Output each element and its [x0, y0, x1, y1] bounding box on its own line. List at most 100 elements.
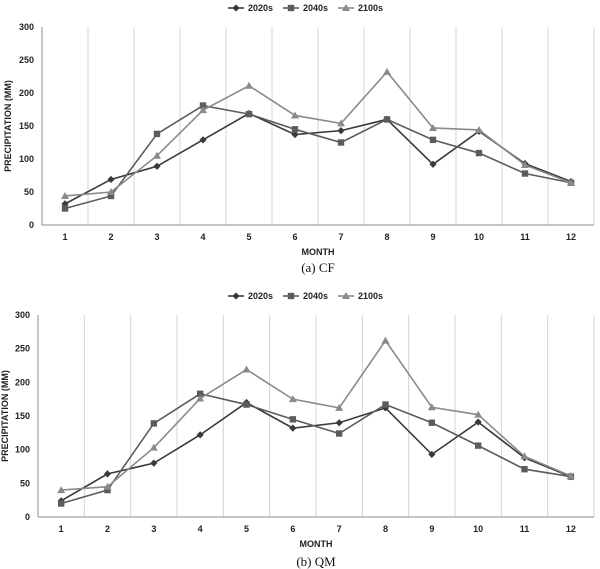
- data-point: [57, 500, 65, 507]
- y-tick-label: 250: [19, 55, 34, 65]
- data-point: [153, 130, 161, 138]
- panel-caption: (a) CF: [301, 260, 335, 275]
- y-tick-label: 200: [15, 377, 30, 387]
- series-line-2020s: [60, 401, 572, 502]
- y-tick-label: 0: [29, 220, 34, 230]
- legend-label: 2020s: [248, 291, 273, 301]
- x-tick-label: 12: [566, 232, 576, 242]
- panel-caption: (b) QM: [296, 554, 336, 569]
- y-tick-label: 100: [19, 154, 34, 164]
- data-point: [381, 336, 390, 344]
- x-tick-label: 5: [246, 232, 251, 242]
- x-tick-label: 11: [520, 524, 530, 534]
- data-point: [383, 116, 391, 123]
- data-point: [429, 136, 437, 144]
- data-point: [474, 418, 482, 426]
- x-tick-label: 8: [384, 232, 389, 242]
- legend: 2020s 2040s 2100s: [228, 291, 383, 301]
- data-point: [382, 401, 389, 408]
- y-tick-label: 50: [24, 187, 34, 197]
- x-tick-label: 4: [198, 524, 203, 534]
- data-point: [429, 160, 437, 168]
- data-point: [335, 430, 343, 437]
- data-point: [337, 127, 345, 135]
- x-tick-label: 2: [105, 524, 110, 534]
- data-point: [61, 205, 69, 212]
- data-point: [149, 443, 158, 451]
- y-tick-label: 100: [15, 445, 30, 455]
- series-group: [61, 67, 575, 212]
- y-tick-label: 150: [15, 411, 30, 421]
- x-axis-label: MONTH: [300, 539, 333, 549]
- x-tick-label: 1: [62, 232, 67, 242]
- vertical-gridlines: [83, 315, 595, 517]
- x-tick-label: 7: [338, 232, 343, 242]
- data-point: [335, 403, 344, 411]
- data-point: [150, 459, 158, 467]
- y-tick-label: 150: [19, 121, 34, 131]
- x-tick-label: 8: [383, 524, 388, 534]
- data-point: [196, 394, 205, 402]
- legend: 2020s 2040s 2100s: [228, 3, 383, 13]
- series-line-2040s: [60, 392, 571, 505]
- legend-marker: [287, 292, 295, 300]
- data-point: [288, 395, 297, 403]
- data-point: [153, 162, 161, 170]
- data-point: [150, 420, 158, 427]
- legend-label: 2040s: [303, 3, 328, 13]
- data-point: [291, 126, 299, 133]
- data-point: [520, 452, 529, 460]
- x-tick-label: 3: [151, 524, 156, 534]
- series-group: [57, 336, 575, 507]
- data-point: [104, 486, 111, 494]
- x-tick-label: 4: [200, 232, 205, 242]
- data-point: [196, 431, 204, 439]
- x-tick-label: 9: [429, 524, 434, 534]
- y-tick-label: 50: [20, 478, 30, 488]
- data-point: [61, 191, 69, 199]
- legend-marker: [232, 292, 240, 300]
- data-point: [291, 111, 299, 119]
- data-point: [243, 401, 250, 408]
- x-tick-label: 11: [520, 232, 530, 242]
- vertical-gridlines: [87, 27, 595, 225]
- data-point: [107, 192, 115, 200]
- data-point: [521, 170, 529, 177]
- x-tick-label: 10: [474, 232, 484, 242]
- x-tick-label: 3: [154, 232, 159, 242]
- data-point: [566, 471, 575, 479]
- data-point: [289, 424, 297, 432]
- y-tick-label: 300: [19, 22, 34, 32]
- legend-label: 2100s: [358, 3, 383, 13]
- x-tick-label: 9: [430, 232, 435, 242]
- data-point: [337, 139, 345, 146]
- data-point: [383, 67, 391, 75]
- data-point: [428, 419, 436, 426]
- data-point: [289, 416, 297, 423]
- data-point: [107, 175, 115, 184]
- data-point: [103, 482, 112, 490]
- data-point: [291, 130, 299, 139]
- y-axis-label: PRECIPITATION (MM): [3, 80, 13, 172]
- data-point: [474, 442, 482, 449]
- data-point: [428, 450, 436, 458]
- y-tick-label: 250: [15, 344, 30, 354]
- legend-label: 2020s: [248, 3, 273, 13]
- x-tick-label: 2: [108, 232, 113, 242]
- x-tick-label: 6: [292, 232, 297, 242]
- data-point: [335, 419, 343, 427]
- data-point: [521, 160, 529, 168]
- data-point: [199, 102, 207, 109]
- data-point: [57, 486, 66, 494]
- data-point: [196, 390, 204, 397]
- series-line-2100s: [64, 70, 572, 197]
- data-point: [474, 410, 483, 418]
- y-tick-label: 0: [25, 512, 30, 522]
- data-point: [427, 403, 436, 411]
- y-tick-label: 200: [19, 88, 34, 98]
- series-line-2040s: [64, 104, 572, 210]
- legend-label: 2040s: [303, 291, 328, 301]
